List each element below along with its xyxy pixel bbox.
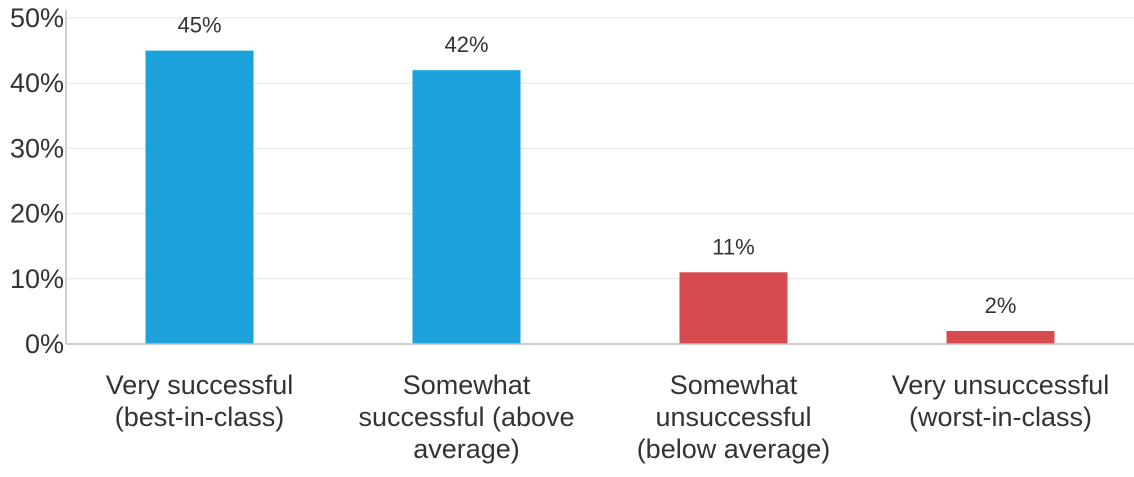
x-category-label-line: Somewhat (670, 370, 798, 400)
y-tick-label: 30% (10, 133, 64, 163)
x-category-label-line: Very unsuccessful (892, 370, 1110, 400)
data-label: 42% (444, 32, 488, 57)
x-category-label: Somewhat unsuccessful (below average) (637, 370, 831, 464)
y-tick-label: 40% (10, 68, 64, 98)
x-category-label: Very unsuccessful (worst-in-class) (892, 370, 1110, 432)
axes (65, 10, 1134, 345)
x-category-label-line: Somewhat (403, 370, 531, 400)
x-category-label-line: (worst-in-class) (909, 402, 1092, 432)
bar (679, 272, 788, 344)
bar (946, 330, 1055, 344)
bar (145, 50, 254, 344)
x-category-label-line: average) (413, 434, 520, 464)
data-label: 45% (177, 13, 221, 38)
data-label: 11% (712, 234, 754, 259)
y-tick-label: 50% (10, 3, 64, 33)
x-category-label-line: Very successful (106, 370, 294, 400)
x-category-label-line: successful (above (358, 402, 574, 432)
x-category-label-line: unsuccessful (655, 402, 811, 432)
bars (145, 50, 1055, 344)
data-label: 2% (985, 293, 1017, 318)
y-tick-label: 0% (25, 329, 64, 359)
x-category-label: Somewhat successful (above average) (358, 370, 574, 464)
y-tick-label: 20% (10, 199, 64, 229)
x-category-label-line: (best-in-class) (115, 402, 285, 432)
x-category-label: Very successful (best-in-class) (106, 370, 294, 432)
labels: 0% 10% 20% 30% 40% 50% 45% Very successful (best… (10, 3, 1109, 464)
y-tick-label: 10% (10, 264, 64, 294)
x-category-label-line: (below average) (637, 434, 831, 464)
bar (412, 70, 521, 344)
